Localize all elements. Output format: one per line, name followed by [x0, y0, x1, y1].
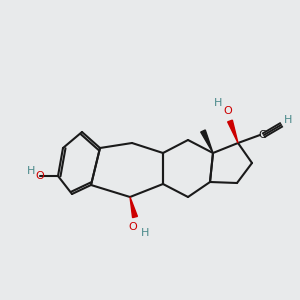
Text: O: O	[36, 171, 44, 181]
Text: O: O	[224, 106, 232, 116]
Polygon shape	[130, 197, 137, 218]
Text: H: H	[141, 228, 149, 238]
Text: H: H	[214, 98, 222, 108]
Polygon shape	[201, 130, 213, 153]
Text: C: C	[258, 130, 266, 140]
Polygon shape	[228, 120, 238, 143]
Text: H: H	[27, 166, 35, 176]
Text: H: H	[284, 115, 292, 125]
Text: O: O	[129, 222, 137, 232]
